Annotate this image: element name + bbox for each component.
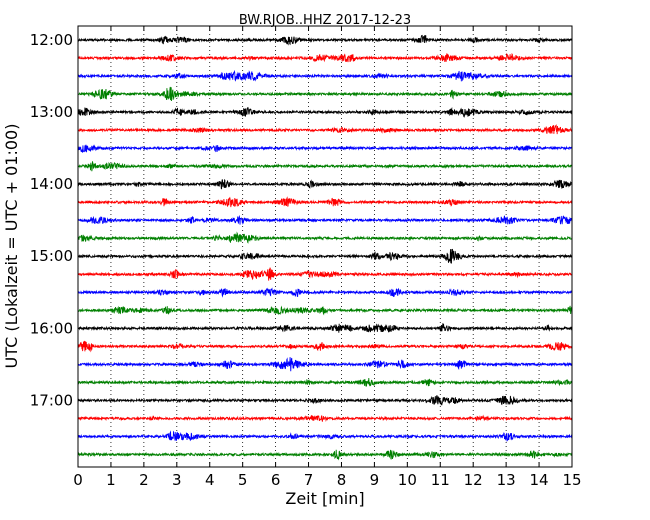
x-tick-label: 13 — [497, 471, 516, 489]
x-tick-label: 14 — [530, 471, 549, 489]
y-tick-label: 15:00 — [30, 247, 73, 265]
trace-1215 — [77, 52, 573, 63]
x-tick-label: 11 — [431, 471, 450, 489]
trace-1445 — [77, 231, 573, 244]
y-tick-label: 13:00 — [30, 103, 73, 121]
trace-1400 — [77, 178, 573, 190]
y-tick-label: 16:00 — [30, 319, 73, 337]
chart-title: BW.RJOB..HHZ 2017-12-23 — [239, 13, 411, 28]
y-tick-label: 14:00 — [30, 175, 73, 193]
trace-1200 — [77, 34, 573, 46]
trace-1715 — [77, 414, 573, 422]
trace-1300 — [77, 106, 573, 118]
trace-1630 — [77, 357, 573, 372]
trace-1315 — [77, 123, 573, 135]
trace-1415 — [77, 196, 573, 208]
plot-frame — [77, 25, 573, 468]
y-tick-label: 12:00 — [30, 31, 73, 49]
trace-1530 — [77, 287, 573, 298]
trace-1330 — [77, 144, 573, 153]
x-tick-label: 15 — [562, 471, 581, 489]
y-axis-label: UTC (Lokalzeit = UTC + 01:00) — [2, 124, 21, 369]
trace-1545 — [77, 305, 573, 316]
x-tick-label: 3 — [172, 471, 182, 489]
x-tick-label: 5 — [238, 471, 248, 489]
trace-1515 — [77, 267, 573, 281]
x-tick-label: 1 — [106, 471, 116, 489]
x-tick-label: 0 — [73, 471, 83, 489]
trace-1500 — [77, 248, 573, 264]
x-tick-label: 8 — [337, 471, 347, 489]
trace-1700 — [77, 395, 573, 406]
trace-1345 — [77, 161, 573, 172]
x-tick-label: 6 — [271, 471, 281, 489]
trace-1600 — [77, 323, 573, 333]
trace-1615 — [77, 340, 573, 353]
trace-1430 — [77, 214, 573, 225]
x-tick-label: 7 — [304, 471, 314, 489]
y-axis: 12:00 13:00 14:00 15:00 16:00 17:00 — [30, 31, 572, 409]
trace-1645 — [77, 377, 573, 387]
grid-layer — [110, 26, 540, 467]
y-tick-label: 17:00 — [30, 391, 73, 409]
trace-1745 — [77, 449, 573, 461]
trace-1245 — [77, 86, 573, 102]
x-axis: 0 1 2 3 4 5 6 7 8 9 10 11 12 13 14 15 — [73, 26, 582, 489]
trace-1730 — [77, 430, 573, 442]
x-axis-label: Zeit [min] — [285, 489, 364, 508]
x-tick-label: 12 — [464, 471, 483, 489]
x-tick-label: 10 — [398, 471, 417, 489]
traces-layer — [77, 34, 573, 461]
x-tick-label: 9 — [370, 471, 380, 489]
trace-1230 — [77, 69, 573, 82]
x-tick-label: 4 — [205, 471, 215, 489]
x-tick-label: 2 — [139, 471, 149, 489]
